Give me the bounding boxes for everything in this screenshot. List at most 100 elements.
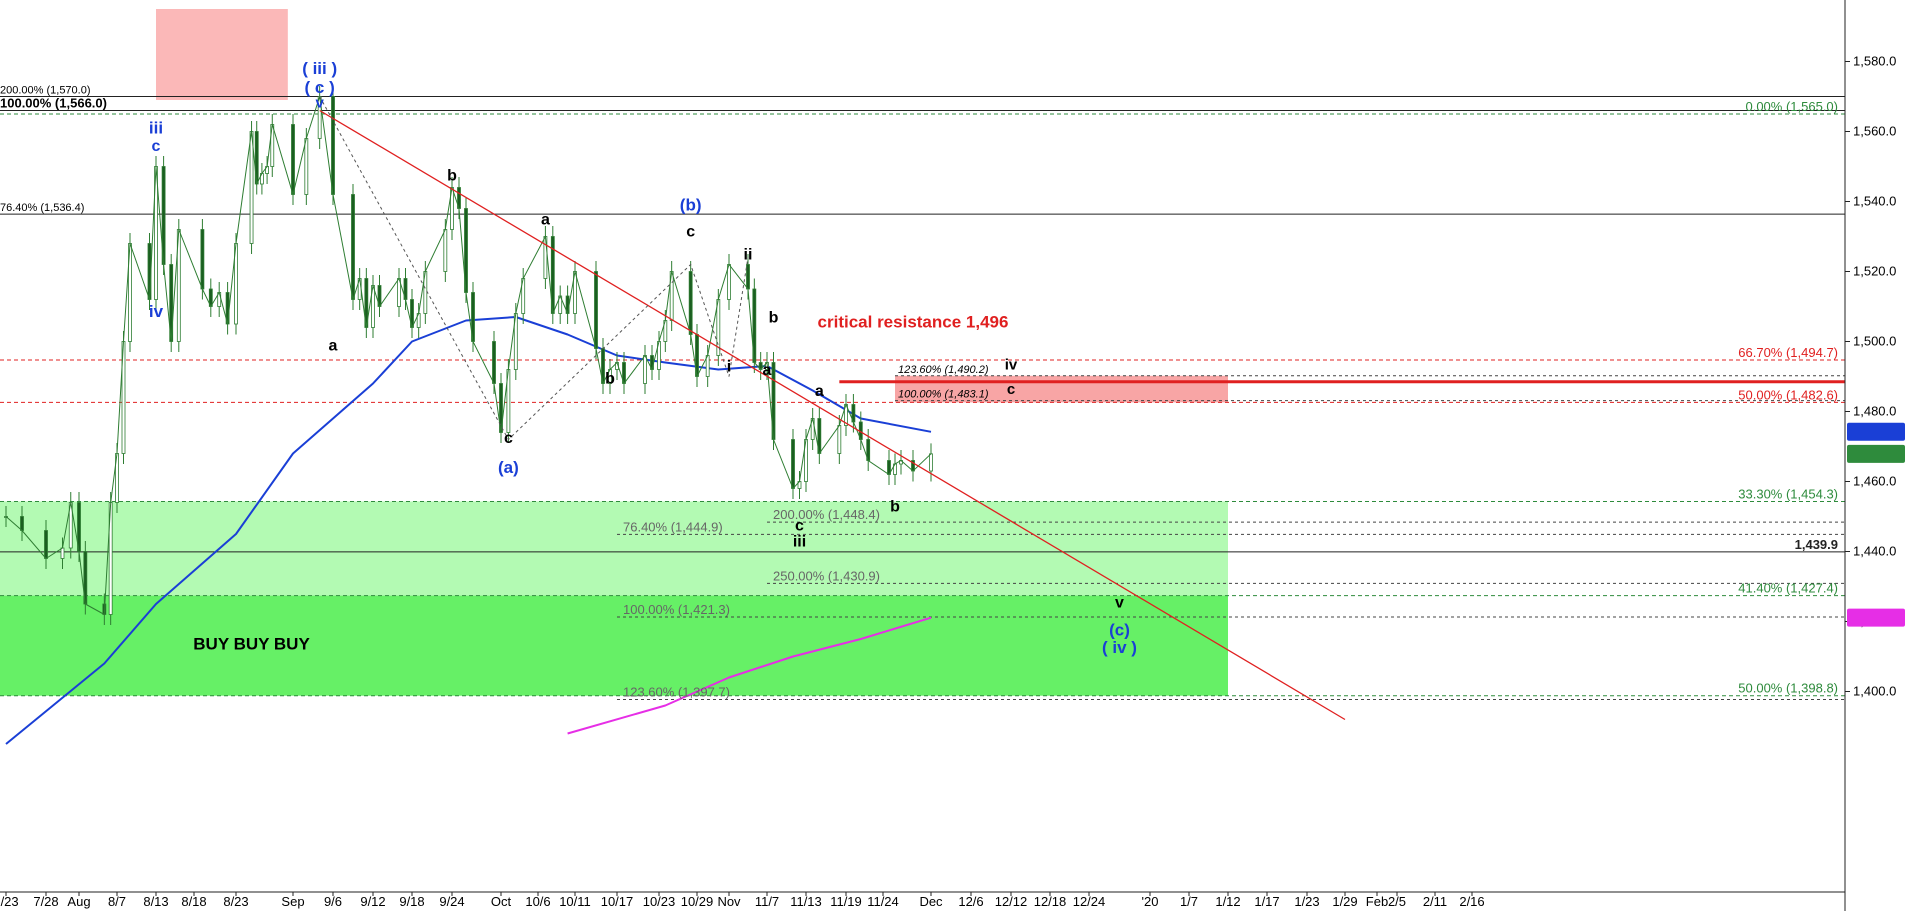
x-tick-label-18: Nov <box>717 894 741 909</box>
wave-label-16: b <box>769 309 779 326</box>
y-tick-label-4: 1,480.0 <box>1853 404 1896 419</box>
x-tick-label-28: '20 <box>1142 894 1159 909</box>
x-tick-label-27: 12/24 <box>1073 894 1106 909</box>
price-body-70 <box>727 264 731 300</box>
x-tick-label-17: 10/29 <box>681 894 714 909</box>
x-tick-label-8: 9/6 <box>324 894 342 909</box>
wave-connector-dotted <box>319 96 749 441</box>
price-body-81 <box>837 425 842 454</box>
price-body-76 <box>791 439 795 489</box>
level-label-4: 66.70% (1,494.7) <box>1738 345 1838 360</box>
x-tick-label-1: 7/28 <box>33 894 58 909</box>
zone-green-strong <box>0 595 1228 696</box>
x-tick-label-9: 9/12 <box>360 894 385 909</box>
wave-label-5: iv <box>149 302 164 321</box>
level-label-0: 200.00% (1,570.0) <box>0 85 91 97</box>
x-tick-label-7: Sep <box>281 894 304 909</box>
price-body-71 <box>746 264 750 290</box>
level-label-2: 0.00% (1,565.0) <box>1745 99 1838 114</box>
x-tick-label-19: 11/7 <box>755 894 779 909</box>
x-tick-label-11: 9/24 <box>439 894 464 909</box>
wave-label-15: i <box>727 358 731 375</box>
wave-label-8: a <box>541 211 550 228</box>
x-tick-label-6: 8/23 <box>223 894 248 909</box>
price-body-66 <box>688 271 693 335</box>
x-tick-label-3: 8/7 <box>108 894 126 909</box>
level-label-3: 76.40% (1,536.4) <box>0 202 84 214</box>
x-tick-label-12: Oct <box>491 894 512 909</box>
price-body-27 <box>291 124 295 195</box>
current-marker-1 <box>1847 444 1905 463</box>
level-label-1: 100.00% (1,566.0) <box>0 96 107 111</box>
current-marker-0 <box>1847 422 1905 441</box>
x-tick-label-32: 1/23 <box>1294 894 1319 909</box>
x-tick-label-26: 12/18 <box>1034 894 1067 909</box>
inline-level-label-4: 250.00% (1,430.9) <box>773 568 880 583</box>
x-tick-label-36: 2/11 <box>1423 894 1447 909</box>
wave-label-4: c <box>152 138 161 155</box>
x-tick-label-5: 8/18 <box>181 894 206 909</box>
wave-label-0: ( iii ) <box>302 59 337 78</box>
zone-green-light <box>0 501 1228 596</box>
price-body-31 <box>351 194 355 300</box>
x-tick-label-33: 1/29 <box>1332 894 1357 909</box>
level-label-5: 50.00% (1,482.6) <box>1738 387 1838 402</box>
price-body-46 <box>492 341 496 384</box>
x-tick-label-15: 10/17 <box>601 894 634 909</box>
levels-layer <box>0 96 1845 701</box>
y-tick-label-6: 1,520.0 <box>1853 264 1896 279</box>
wave-label-3: iii <box>149 118 163 137</box>
price-body-56 <box>594 271 598 349</box>
lines-layer <box>4 86 1346 745</box>
x-tick-label-29: 1/7 <box>1180 894 1198 909</box>
wave-label-28: BUY BUY BUY <box>193 635 310 654</box>
inline-level-label-5: 100.00% (1,421.3) <box>623 602 730 617</box>
wave-label-26: ( iv ) <box>1102 638 1137 657</box>
zone-resistance-pink <box>895 375 1228 403</box>
labels-layer: 200.00% (1,570.0)100.00% (1,566.0) 0.00% … <box>0 54 1898 910</box>
x-tick-label-30: 1/12 <box>1215 894 1240 909</box>
moving-average-magenta <box>567 616 932 735</box>
price-body-17 <box>200 229 205 290</box>
price-body-30 <box>331 96 335 195</box>
inline-level-label-6: 123.60% (1,397.7) <box>623 685 730 700</box>
x-tick-label-24: 12/6 <box>958 894 983 909</box>
wave-label-6: b <box>447 168 457 185</box>
wave-label-19: b <box>890 498 900 515</box>
level-label-6: 33.30% (1,454.3) <box>1738 486 1838 501</box>
x-tick-label-20: 11/13 <box>790 894 822 909</box>
y-tick-label-2: 1,440.0 <box>1853 544 1896 559</box>
wave-label-20: c <box>795 518 804 535</box>
wave-label-1: ( c ) <box>305 78 335 97</box>
y-tick-label-7: 1,540.0 <box>1853 194 1896 209</box>
x-tick-label-31: 1/17 <box>1254 894 1279 909</box>
price-body-90 <box>929 453 933 472</box>
wave-label-2: v <box>315 95 324 112</box>
wave-label-7: a <box>329 337 338 354</box>
price-path-line <box>5 96 932 616</box>
inline-level-label-1: 100.00% (1,483.1) <box>898 389 989 401</box>
trend-line-red <box>319 109 1346 721</box>
inline-level-label-0: 123.60% (1,490.2) <box>898 364 989 376</box>
wave-label-24: v <box>1115 595 1124 612</box>
x-tick-label-14: 10/11 <box>559 894 591 909</box>
x-tick-label-34: Feb <box>1366 894 1388 909</box>
price-body-3 <box>60 547 65 559</box>
zone-top-pink <box>156 9 288 100</box>
y-tick-label-5: 1,500.0 <box>1853 334 1896 349</box>
wave-label-18: a <box>815 383 824 400</box>
x-tick-label-22: 11/24 <box>867 894 899 909</box>
wave-label-14: ii <box>744 246 753 263</box>
wave-label-13: c <box>686 224 695 241</box>
inline-level-label-2: 200.00% (1,448.4) <box>773 507 880 522</box>
level-label-7: 1,439.9 <box>1795 537 1838 552</box>
wave-label-25: (c) <box>1109 621 1130 640</box>
price-body-61 <box>643 355 647 384</box>
price-body-1 <box>20 516 24 531</box>
x-tick-label-23: Dec <box>919 894 943 909</box>
y-tick-label-3: 1,460.0 <box>1853 474 1896 489</box>
price-body-22 <box>249 131 254 244</box>
x-tick-label-4: 8/13 <box>143 894 168 909</box>
wave-label-22: iv <box>1005 357 1018 374</box>
